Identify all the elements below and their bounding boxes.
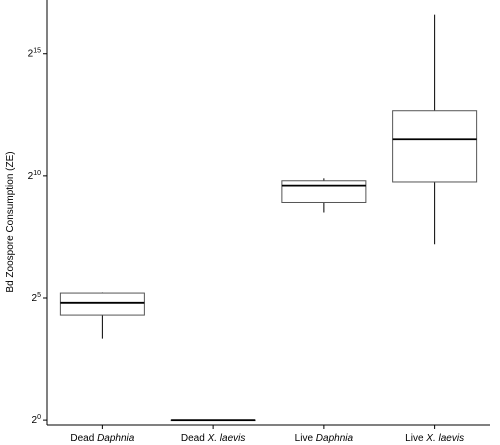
y-tick-label: 215 xyxy=(28,48,41,60)
box-iqr xyxy=(281,180,367,203)
box-iqr xyxy=(392,110,478,183)
x-axis: Dead Daphnia Dead X. laevis Live Daphnia Li… xyxy=(47,424,490,444)
box-iqr xyxy=(59,292,145,316)
x-tick-label: Live X. laevis xyxy=(405,433,464,444)
x-tick-label: Live Daphnia xyxy=(295,433,354,444)
box-3 xyxy=(281,178,367,213)
box-group xyxy=(59,14,478,422)
box-1 xyxy=(59,292,145,339)
y-axis-label: Bd Zoospore Consumption (ZE) xyxy=(5,151,16,292)
y-tick-label: 210 xyxy=(28,170,41,182)
box-2 xyxy=(170,419,256,422)
y-axis: 20 25 210 215 xyxy=(28,0,48,426)
y-tick-label: 20 xyxy=(32,414,42,426)
x-tick-label: Dead Daphnia xyxy=(70,433,134,444)
box-4 xyxy=(392,14,478,245)
x-tick-label: Dead X. laevis xyxy=(181,433,245,444)
y-tick-label: 25 xyxy=(32,292,42,304)
